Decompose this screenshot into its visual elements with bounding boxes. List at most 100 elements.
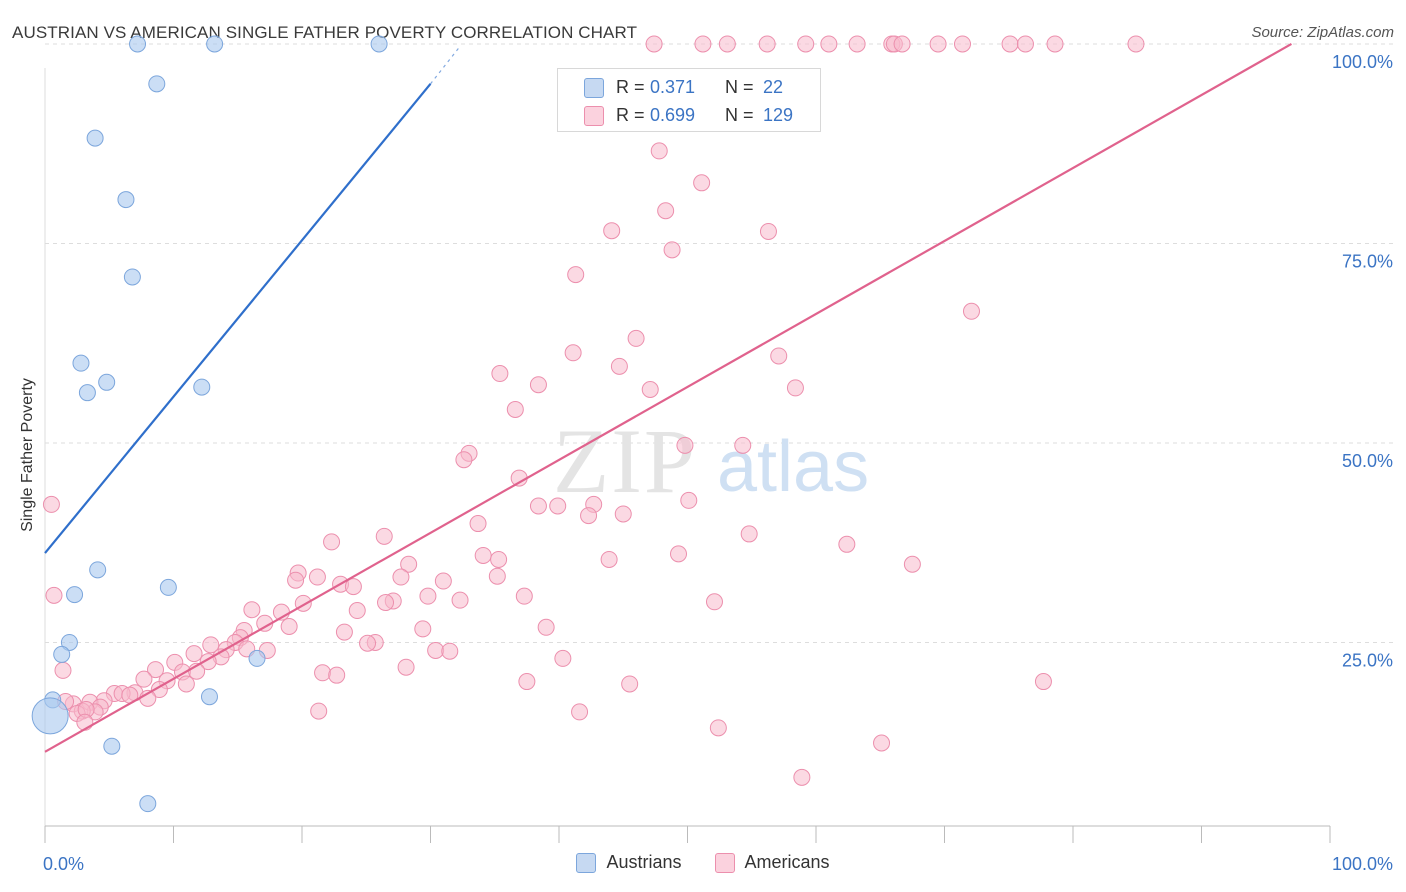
americans-point xyxy=(838,535,856,553)
austrians-trend-line xyxy=(44,83,432,554)
americans-point xyxy=(1016,35,1034,53)
y-tick-label: 100.0% xyxy=(1332,52,1393,72)
americans-point xyxy=(328,666,346,684)
americans-point xyxy=(490,550,508,568)
americans-point xyxy=(770,347,788,365)
americans-point xyxy=(506,400,524,418)
americans-point xyxy=(323,533,341,551)
trend-lines xyxy=(44,43,1292,753)
austrians-point xyxy=(89,561,107,579)
americans-point xyxy=(600,550,618,568)
americans-point xyxy=(414,620,432,638)
americans-point xyxy=(962,302,980,320)
y-tick-label: 50.0% xyxy=(1342,451,1393,471)
austrians-trend-extension xyxy=(430,47,460,85)
legend-r-value: 0.371 xyxy=(650,77,696,97)
x-tick-label: 0.0% xyxy=(43,854,84,874)
americans-point xyxy=(474,546,492,564)
austrians-point xyxy=(78,384,96,402)
correlation-legend: R = 0.371 N = 22 R = 0.699 N = 129 xyxy=(557,68,821,132)
americans-point xyxy=(185,645,203,663)
americans-point xyxy=(377,594,395,612)
americans-point xyxy=(641,380,659,398)
americans-point xyxy=(1001,35,1019,53)
source-label: Source: ZipAtlas.com xyxy=(1251,24,1394,41)
americans-point xyxy=(147,661,165,679)
legend-row-austrians: R = 0.371 N = 22 xyxy=(558,72,820,102)
austrians-point xyxy=(370,35,388,53)
austrians-point xyxy=(200,688,218,706)
americans-point xyxy=(344,578,362,596)
austrians-point xyxy=(72,354,90,372)
americans-point xyxy=(1034,673,1052,691)
americans-point xyxy=(621,675,639,693)
americans-point xyxy=(177,675,195,693)
americans-point xyxy=(76,713,94,731)
americans-point xyxy=(758,35,776,53)
americans-point xyxy=(397,658,415,676)
americans-point xyxy=(740,525,758,543)
americans-point xyxy=(786,379,804,397)
watermark: ZIP atlas xyxy=(553,410,869,512)
austrians-point xyxy=(31,697,69,735)
legend-label-austrians: Austrians xyxy=(606,852,682,872)
americans-point xyxy=(603,222,621,240)
americans-point xyxy=(549,497,567,515)
americans-point xyxy=(610,357,628,375)
americans-point xyxy=(427,641,445,659)
americans-point xyxy=(455,451,473,469)
americans-point xyxy=(280,618,298,635)
americans-point xyxy=(705,593,723,611)
americans-point xyxy=(529,376,547,394)
americans-point xyxy=(797,35,815,53)
americans-point xyxy=(308,568,326,586)
austrians-point xyxy=(66,586,84,604)
austrians-point xyxy=(129,35,147,53)
americans-point xyxy=(657,202,675,220)
americans-point xyxy=(469,515,487,533)
americans-point xyxy=(953,35,971,53)
americans-point xyxy=(287,571,305,589)
legend-n-label: N = xyxy=(725,105,754,125)
americans-point xyxy=(243,601,261,619)
americans-point xyxy=(567,266,585,284)
americans-point xyxy=(45,586,63,604)
y-tick-label: 25.0% xyxy=(1342,650,1393,670)
americans-point xyxy=(491,365,509,383)
legend-swatch-americans xyxy=(584,106,604,126)
americans-point xyxy=(650,142,668,160)
americans-point xyxy=(580,507,598,525)
series-legend: Austrians Americans xyxy=(0,852,1406,878)
chart-title: AUSTRIAN VS AMERICAN SINGLE FATHER POVER… xyxy=(12,23,638,42)
americans-point xyxy=(135,670,153,688)
americans-point xyxy=(734,436,752,454)
y-axis-label: Single Father Poverty xyxy=(19,378,36,532)
americans-point xyxy=(627,329,645,347)
americans-point xyxy=(676,436,694,454)
americans-point xyxy=(564,344,582,362)
americans-point xyxy=(202,636,220,654)
americans-point xyxy=(929,35,947,53)
austrians-point xyxy=(206,35,224,53)
legend-swatch-americans xyxy=(714,852,735,873)
americans-point xyxy=(392,568,410,586)
legend-item-americans[interactable]: Americans xyxy=(714,852,830,873)
tick-labels: 25.0% 50.0% 75.0% 100.0% 0.0% 100.0% xyxy=(43,52,1393,874)
americans-point xyxy=(793,768,811,786)
americans-point xyxy=(820,35,838,53)
austrians-point xyxy=(86,129,104,147)
americans-point xyxy=(400,555,418,573)
americans-point xyxy=(488,567,506,585)
legend-n-value: 129 xyxy=(763,105,794,125)
americans-point xyxy=(694,35,712,53)
legend-item-austrians[interactable]: Austrians xyxy=(576,852,682,873)
americans-point xyxy=(310,702,328,720)
legend-swatch-austrians xyxy=(576,852,597,873)
y-tick-label: 75.0% xyxy=(1342,251,1393,271)
gridlines xyxy=(45,43,1395,643)
austrians-point xyxy=(53,645,71,663)
americans-point xyxy=(893,35,911,53)
austrians-point xyxy=(123,268,141,286)
americans-point xyxy=(537,618,555,636)
